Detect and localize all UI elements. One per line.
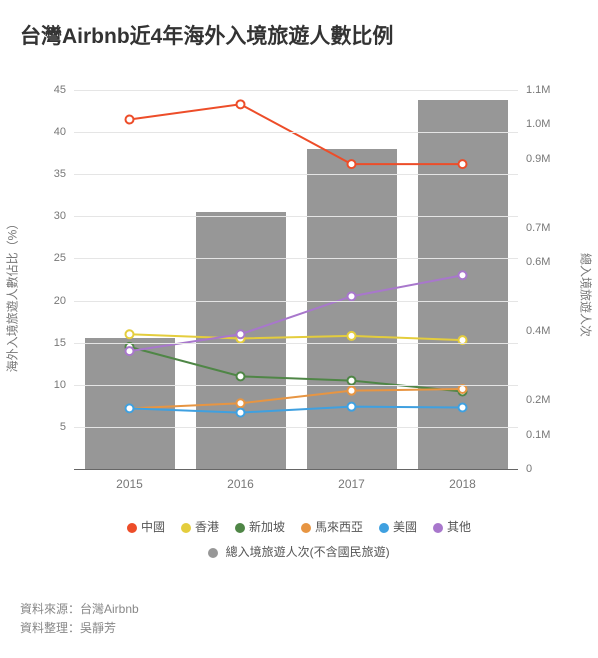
series-point xyxy=(237,372,245,380)
series-point xyxy=(348,377,356,385)
ytick-right: 0.9M xyxy=(518,153,566,165)
series-point xyxy=(348,403,356,411)
legend-label: 馬來西亞 xyxy=(315,520,363,534)
series-line xyxy=(130,104,463,164)
chart-container: 海外入境旅遊人數佔比（%） 總入境旅遊人次 510152025303540450… xyxy=(20,80,578,510)
ytick-left: 5 xyxy=(34,421,74,433)
ytick-left: 20 xyxy=(34,295,74,307)
ytick-left: 10 xyxy=(34,379,74,391)
y-axis-right-label: 總入境旅遊人次 xyxy=(578,253,595,337)
xtick: 2018 xyxy=(449,469,476,491)
legend-item: 中國 xyxy=(127,518,165,535)
legend-dot-bars xyxy=(208,548,218,558)
series-point xyxy=(237,409,245,417)
legend-item: 新加坡 xyxy=(235,518,285,535)
ytick-right: 1.1M xyxy=(518,84,566,96)
legend-item: 香港 xyxy=(181,518,219,535)
ytick-right: 0 xyxy=(518,463,566,475)
lines-svg xyxy=(74,90,518,469)
legend-label: 美國 xyxy=(393,520,417,534)
footer-source: 資料來源：台灣Airbnb xyxy=(20,600,578,619)
series-point xyxy=(348,292,356,300)
series-line xyxy=(130,334,463,340)
series-point xyxy=(459,271,467,279)
grid-line xyxy=(74,301,518,302)
grid-line xyxy=(74,258,518,259)
series-point xyxy=(237,330,245,338)
ytick-left: 45 xyxy=(34,84,74,96)
series-line xyxy=(130,275,463,351)
chart-title: 台灣Airbnb近4年海外入境旅遊人數比例 xyxy=(20,20,578,50)
series-point xyxy=(348,332,356,340)
series-point xyxy=(459,385,467,393)
ytick-left: 35 xyxy=(34,168,74,180)
series-point xyxy=(126,404,134,412)
legend-label: 香港 xyxy=(195,520,219,534)
grid-line xyxy=(74,90,518,91)
legend-dot xyxy=(301,523,311,533)
legend-label-bars: 總入境旅遊人次(不含國民旅遊) xyxy=(226,545,390,559)
grid-line xyxy=(74,343,518,344)
series-point xyxy=(126,330,134,338)
legend-dot xyxy=(181,523,191,533)
ytick-right: 0.7M xyxy=(518,222,566,234)
series-point xyxy=(237,100,245,108)
ytick-right: 0.4M xyxy=(518,325,566,337)
grid-line xyxy=(74,385,518,386)
series-point xyxy=(348,160,356,168)
y-axis-left-label: 海外入境旅遊人數佔比（%） xyxy=(4,218,21,373)
legend-dot xyxy=(433,523,443,533)
xtick: 2016 xyxy=(227,469,254,491)
legend-item: 馬來西亞 xyxy=(301,518,363,535)
ytick-right: 0.2M xyxy=(518,394,566,406)
legend-item-bars: 總入境旅遊人次(不含國民旅遊) xyxy=(208,543,389,560)
series-point xyxy=(237,399,245,407)
ytick-right: 0.6M xyxy=(518,256,566,268)
legend-dot xyxy=(127,523,137,533)
series-point xyxy=(459,160,467,168)
legend-label: 中國 xyxy=(141,520,165,534)
plot-area: 5101520253035404500.1M0.2M0.4M0.6M0.7M0.… xyxy=(74,90,518,470)
footer-credit: 資料整理：吳靜芳 xyxy=(20,619,578,638)
legend-label: 新加坡 xyxy=(249,520,285,534)
series-point xyxy=(126,347,134,355)
grid-line xyxy=(74,132,518,133)
ytick-left: 40 xyxy=(34,126,74,138)
ytick-left: 25 xyxy=(34,252,74,264)
legend-label: 其他 xyxy=(447,520,471,534)
legend-dot xyxy=(235,523,245,533)
legend: 中國 香港 新加坡 馬來西亞 美國 其他 總入境旅遊人次(不含國民旅遊) xyxy=(20,518,578,560)
xtick: 2017 xyxy=(338,469,365,491)
series-line xyxy=(130,389,463,408)
footer: 資料來源：台灣Airbnb 資料整理：吳靜芳 xyxy=(20,600,578,638)
grid-line xyxy=(74,174,518,175)
legend-item: 美國 xyxy=(379,518,417,535)
series-line xyxy=(130,407,463,413)
ytick-left: 15 xyxy=(34,337,74,349)
legend-row-bars: 總入境旅遊人次(不含國民旅遊) xyxy=(20,543,578,560)
ytick-right: 0.1M xyxy=(518,429,566,441)
series-point xyxy=(126,115,134,123)
legend-dot xyxy=(379,523,389,533)
grid-line xyxy=(74,216,518,217)
series-point xyxy=(459,404,467,412)
grid-line xyxy=(74,427,518,428)
legend-row-series: 中國 香港 新加坡 馬來西亞 美國 其他 xyxy=(20,518,578,535)
ytick-right: 1.0M xyxy=(518,118,566,130)
series-point xyxy=(348,387,356,395)
ytick-left: 30 xyxy=(34,210,74,222)
legend-item: 其他 xyxy=(433,518,471,535)
xtick: 2015 xyxy=(116,469,143,491)
